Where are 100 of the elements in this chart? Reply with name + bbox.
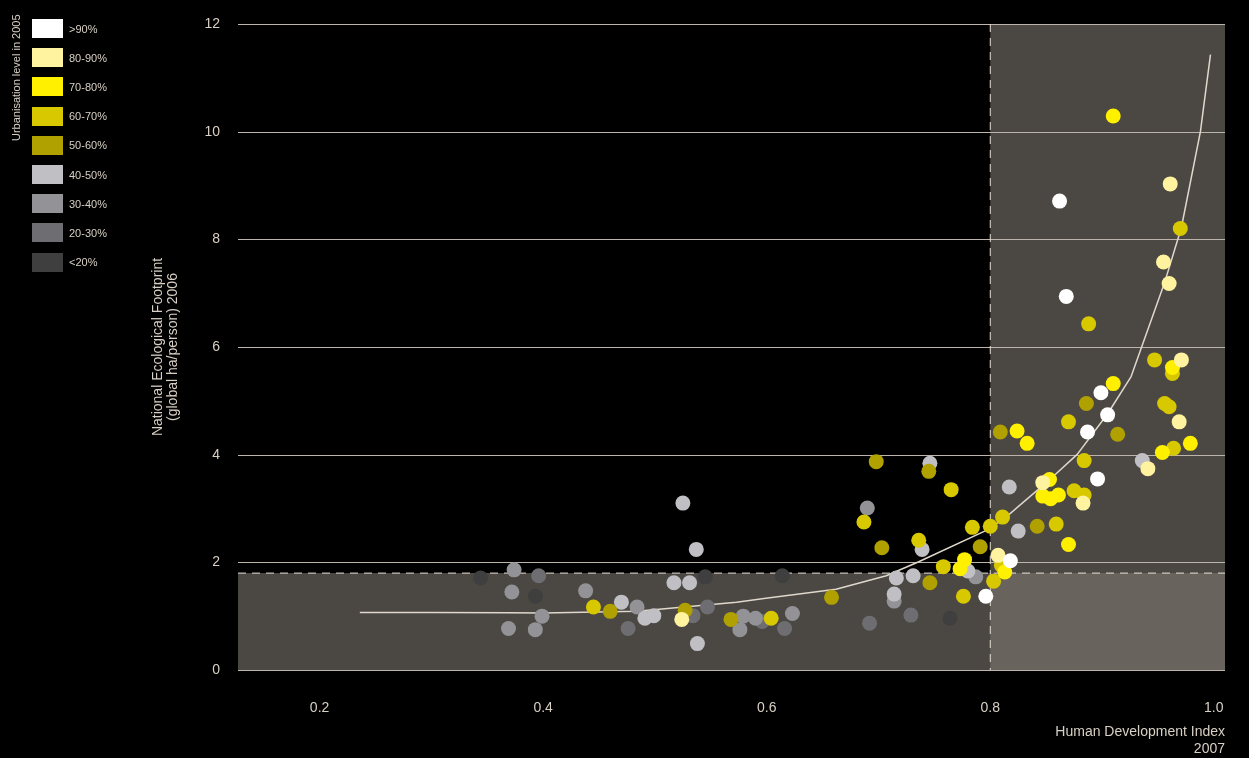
point (1161, 399, 1177, 415)
point (1081, 316, 1097, 332)
point (666, 575, 682, 591)
point (473, 570, 489, 586)
point (1061, 537, 1077, 553)
y-tick-label: 4 (212, 445, 221, 462)
point (1140, 461, 1156, 477)
point (921, 463, 937, 479)
y-tick-label: 8 (212, 230, 221, 247)
point (1002, 553, 1018, 569)
point (1161, 275, 1177, 291)
point (1080, 424, 1096, 440)
legend-label: 30-40% (69, 197, 107, 210)
y-axis-title: National Ecological Footprint (global ha/person) 2006 (148, 257, 180, 437)
point (972, 539, 988, 555)
y-tick-label: 12 (204, 14, 221, 31)
point (1172, 221, 1188, 237)
point (777, 621, 793, 637)
point (689, 636, 705, 652)
point (935, 559, 951, 575)
point (868, 454, 884, 470)
point (862, 615, 878, 631)
point (888, 570, 904, 586)
point (629, 599, 645, 615)
legend-label: 40-50% (69, 168, 107, 181)
point (1105, 376, 1121, 392)
point (1147, 352, 1163, 368)
point (874, 540, 890, 556)
point (982, 518, 998, 534)
point (1090, 471, 1106, 487)
point (905, 568, 921, 584)
legend-label: <20% (69, 256, 98, 269)
point (995, 509, 1011, 525)
point (1001, 479, 1017, 495)
point (1182, 435, 1198, 451)
point (613, 594, 629, 610)
x-tick-label: 0.2 (309, 699, 330, 716)
point (943, 482, 959, 498)
point (1105, 108, 1121, 124)
x-tick-label: 1.0 (1204, 699, 1224, 716)
point (1110, 426, 1126, 442)
point (1052, 193, 1068, 209)
point (1035, 475, 1051, 491)
point (688, 541, 704, 557)
point (859, 500, 875, 516)
point (1093, 385, 1109, 401)
point (1029, 518, 1045, 534)
point (1173, 352, 1189, 368)
point (978, 588, 994, 604)
legend-title: Urbanisation level in 2005 (10, 14, 22, 143)
point (886, 586, 902, 602)
point (1156, 254, 1172, 270)
point (964, 519, 980, 535)
point (903, 607, 919, 623)
point (955, 588, 971, 604)
point (986, 573, 1002, 589)
point (922, 575, 938, 591)
point (534, 608, 550, 624)
point (675, 495, 691, 511)
point (1061, 414, 1077, 430)
point (748, 610, 764, 626)
y-tick-label: 2 (212, 553, 221, 570)
point (911, 532, 927, 548)
legend-label: 80-90% (69, 51, 107, 64)
point (1058, 288, 1074, 304)
point (1048, 516, 1064, 532)
point (990, 547, 1006, 563)
point (992, 424, 1008, 440)
legend-label: 50-60% (69, 139, 107, 152)
point (1171, 414, 1187, 430)
point (501, 621, 516, 637)
point (997, 564, 1013, 580)
point (763, 610, 779, 626)
point (531, 568, 547, 584)
point (697, 569, 713, 585)
point (824, 589, 840, 605)
legend-label: 60-70% (69, 110, 107, 123)
point (646, 608, 662, 624)
y-tick-label: 10 (204, 122, 221, 139)
y-tick-label: 6 (212, 337, 221, 354)
point (732, 622, 748, 638)
point (952, 561, 968, 577)
point (527, 622, 543, 638)
point (1010, 523, 1026, 539)
y-tick-label: 0 (212, 660, 221, 677)
point (1100, 407, 1116, 423)
x-tick-label: 0.6 (756, 699, 777, 716)
point (506, 562, 522, 578)
point (1009, 423, 1025, 439)
x-axis-title: Human Development Index 2007 (1055, 722, 1226, 756)
point (1078, 396, 1094, 412)
point (1019, 435, 1035, 451)
point (1075, 495, 1091, 511)
point (699, 599, 715, 615)
x-tick-label: 0.4 (533, 699, 554, 716)
point (1154, 445, 1170, 461)
x-tick-label: 0.8 (980, 699, 1001, 716)
legend-label: 70-80% (69, 80, 107, 93)
point (1162, 176, 1178, 192)
point (723, 611, 739, 627)
